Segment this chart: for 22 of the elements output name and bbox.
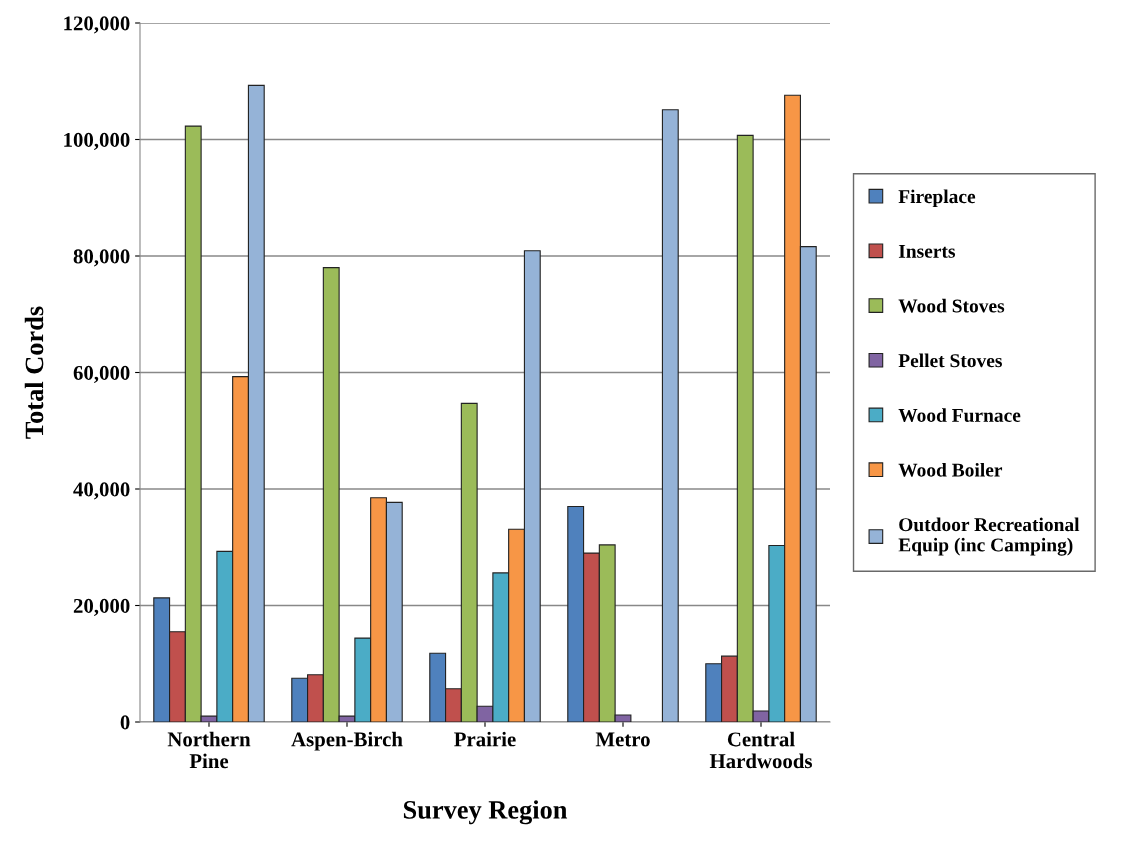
- bar: [661, 109, 679, 722]
- x-tick-label: Metro: [595, 732, 650, 747]
- x-tick-label: Central Hardwoods: [709, 731, 812, 769]
- legend-label: Wood Stoves: [898, 298, 1005, 313]
- y-tick-label: 80,000: [73, 249, 130, 267]
- y-tick-label: 20,000: [73, 598, 130, 616]
- legend-label: Fireplace: [898, 189, 976, 208]
- legend-label: Wood Boiler: [898, 462, 1003, 477]
- y-tick-label: 100,000: [64, 132, 130, 150]
- legend-label: Pellet Stoves: [898, 353, 1002, 368]
- y-tick-label: 60,000: [73, 365, 130, 383]
- legend-label: Wood Furnace: [898, 408, 1021, 423]
- y-tick-label: 0: [120, 715, 130, 730]
- legend-label: Inserts: [898, 244, 956, 258]
- legend-label: Outdoor Recreational Equip (inc Camping): [898, 517, 1080, 556]
- x-tick-label: Aspen-Birch: [291, 731, 403, 751]
- y-axis-title: Total Cords: [24, 306, 44, 439]
- x-axis-title: Survey Region: [403, 800, 568, 825]
- x-tick-label: Northern Pine: [167, 731, 251, 769]
- y-tick-label: 120,000: [64, 16, 130, 34]
- x-tick-label: Prairie: [454, 731, 516, 747]
- y-tick-label: 40,000: [73, 482, 130, 500]
